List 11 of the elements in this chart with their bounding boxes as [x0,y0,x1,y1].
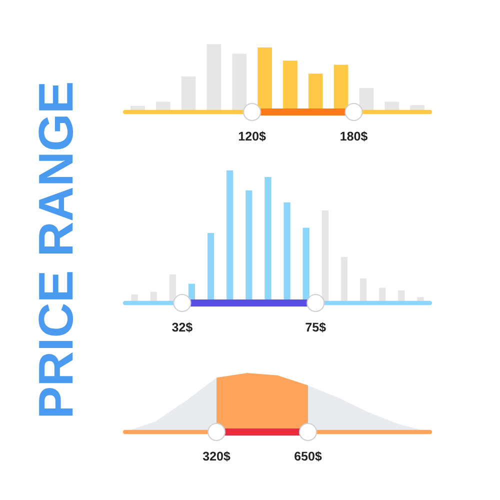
text: 32$ [172,322,192,332]
bar [340,256,349,303]
text: 120$ [238,131,266,142]
text: 75$ [306,322,326,332]
bar [205,42,223,112]
text: 650$ [294,451,322,462]
text: 180$ [340,131,368,142]
bar [180,74,198,112]
text: PRICE RANGE [38,83,74,416]
bar [358,276,368,303]
text: 320$ [202,451,230,462]
